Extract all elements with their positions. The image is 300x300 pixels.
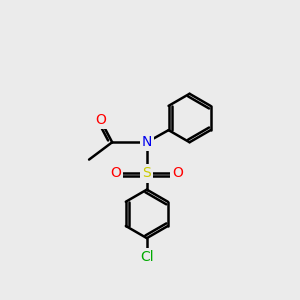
Text: Cl: Cl (140, 250, 154, 264)
Text: O: O (172, 167, 183, 180)
Text: N: N (142, 135, 152, 149)
Text: O: O (110, 167, 121, 180)
Text: O: O (95, 113, 106, 127)
Text: S: S (142, 167, 151, 180)
